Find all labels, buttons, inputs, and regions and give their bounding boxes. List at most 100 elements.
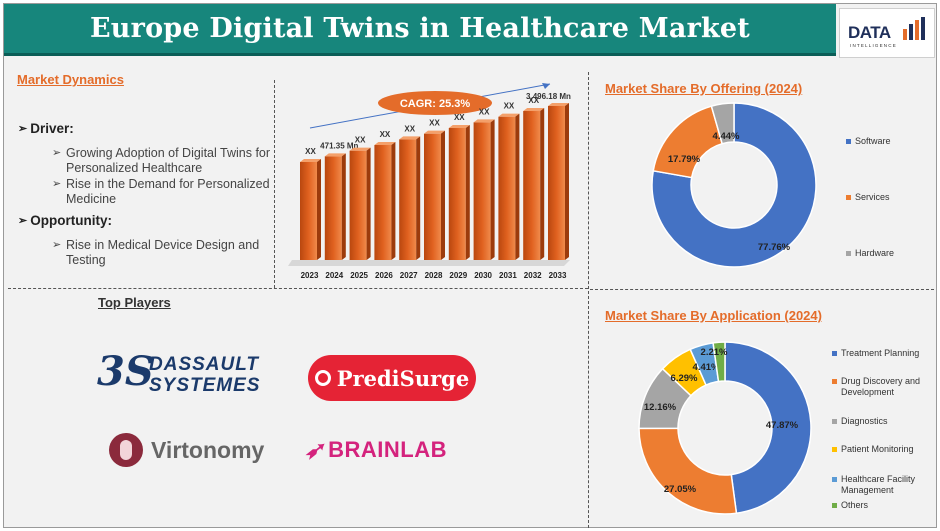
divider-horizontal-right bbox=[590, 289, 934, 290]
legend-swatch bbox=[832, 477, 837, 482]
opportunities-list: ➢ Rise in Medical Device Design and Testi… bbox=[18, 238, 278, 268]
chart-floor bbox=[288, 260, 570, 266]
bar-2031 bbox=[498, 116, 516, 260]
bar-2033 bbox=[548, 106, 565, 260]
cagr-label: CAGR: 25.3% bbox=[400, 98, 471, 110]
bar-side-2032 bbox=[540, 108, 545, 260]
arrow-bullet-icon: ➢ bbox=[18, 215, 28, 227]
arrow-bullet-icon: ➢ bbox=[52, 239, 62, 251]
bar-data-label-2023: XX bbox=[305, 147, 316, 156]
legend-swatch bbox=[832, 379, 837, 384]
x-tick-2024: 2024 bbox=[325, 271, 343, 280]
legend-swatch bbox=[832, 447, 837, 452]
brainlab-wordmark: BRAINLAB bbox=[328, 437, 447, 462]
bar-side-2023 bbox=[317, 159, 321, 260]
bar-data-label-2031: XX bbox=[504, 102, 515, 111]
driver-label: Driver: bbox=[30, 121, 74, 136]
application-chart-title: Market Share By Application (2024) bbox=[605, 308, 822, 323]
legend-label: Patient Monitoring bbox=[841, 444, 914, 454]
logo-tagline: INTELLIGENCE bbox=[850, 43, 897, 48]
legend-label: Hardware bbox=[855, 248, 895, 258]
dassault-word1: DASSAULT bbox=[149, 354, 260, 375]
legend-item-patient-monitoring: Patient Monitoring bbox=[832, 444, 940, 455]
bar-side-2024 bbox=[341, 153, 346, 260]
bar-side-2026 bbox=[391, 142, 396, 260]
predisurge-wordmark: PrediSurge bbox=[336, 365, 470, 391]
bar-2023 bbox=[300, 162, 317, 260]
bar-data-label-2025: XX bbox=[355, 136, 366, 145]
offering-legend: Software Services Hardware bbox=[846, 130, 936, 270]
legend-label: Software bbox=[855, 136, 891, 146]
dynamics-bullet-item: ➢ Growing Adoption of Digital Twins for P… bbox=[18, 146, 278, 176]
dassault-systemes-logo: 3S DASSAULT SYSTEMES bbox=[97, 348, 277, 400]
legend-item-drug-discovery-and-development: Drug Discovery and Development bbox=[832, 376, 940, 398]
slice-label-treatment-planning: 47.87% bbox=[766, 420, 799, 431]
slice-hardware bbox=[710, 102, 735, 145]
slice-treatment-planning bbox=[724, 341, 812, 515]
bar-data-label-2030: XX bbox=[479, 107, 490, 116]
bar-data-label-2033: 3,496.18 Mn bbox=[526, 92, 571, 101]
predisurge-mark-icon bbox=[314, 370, 331, 386]
bar-side-2025 bbox=[366, 147, 371, 260]
legend-item-hardware: Hardware bbox=[846, 248, 940, 259]
trend-arrow-head-icon bbox=[542, 83, 550, 89]
arrow-bullet-icon: ➢ bbox=[52, 178, 62, 190]
arrow-bullet-icon: ➢ bbox=[18, 123, 28, 135]
offering-donut-chart: 77.76% 17.79% 4.44% bbox=[651, 102, 817, 268]
bar-top-2030 bbox=[473, 119, 495, 123]
bar-top-2028 bbox=[424, 130, 445, 134]
legend-item-others: Others bbox=[832, 500, 940, 511]
logo-wordmark: DATA bbox=[848, 23, 891, 42]
bar-data-label-2027: XX bbox=[404, 124, 415, 133]
slice-label-services: 17.79% bbox=[668, 154, 701, 165]
bar-2027 bbox=[399, 139, 417, 260]
arrow-bullet-icon: ➢ bbox=[52, 147, 62, 159]
bar-side-2028 bbox=[441, 130, 445, 260]
dynamics-bullet-text: Rise in Medical Device Design and Testin… bbox=[66, 238, 260, 267]
title-banner: Europe Digital Twins in Healthcare Marke… bbox=[4, 4, 836, 56]
application-donut-chart: 47.87% 27.05% 12.16% 6.29%4.41% 2.21% bbox=[638, 341, 812, 515]
slice-others bbox=[712, 341, 726, 383]
slice-label-drug-discovery-and-development: 27.05% bbox=[664, 484, 697, 495]
bar-top-2023 bbox=[300, 159, 321, 162]
slice-label-software: 77.76% bbox=[758, 242, 791, 253]
bar-top-2025 bbox=[349, 147, 371, 151]
brainlab-runner-icon: ➶ bbox=[304, 436, 325, 464]
x-tick-2032: 2032 bbox=[524, 271, 542, 280]
bar-2024 bbox=[324, 156, 342, 260]
slice-software bbox=[651, 102, 817, 268]
bar-2026 bbox=[374, 145, 392, 260]
drivers-list: ➢ Growing Adoption of Digital Twins for P… bbox=[18, 146, 278, 207]
x-tick-2027: 2027 bbox=[400, 271, 418, 280]
divider-vertical-left bbox=[274, 80, 275, 288]
x-tick-2031: 2031 bbox=[499, 271, 517, 280]
legend-swatch bbox=[832, 351, 837, 356]
opportunity-label: Opportunity: bbox=[30, 213, 112, 228]
predisurge-logo: PrediSurge bbox=[308, 355, 476, 401]
logo-bars-icon bbox=[903, 17, 925, 40]
bar-top-2033 bbox=[548, 103, 569, 106]
virtonomy-wordmark: Virtonomy bbox=[151, 436, 265, 463]
application-legend: Treatment Planning Drug Discovery and Dev… bbox=[832, 344, 936, 510]
bar-data-label-2024: 471.35 Mn bbox=[320, 141, 358, 150]
bar-side-2027 bbox=[416, 136, 421, 260]
legend-label: Healthcare Facility Management bbox=[841, 474, 916, 495]
legend-swatch bbox=[832, 503, 837, 508]
x-tick-2023: 2023 bbox=[301, 271, 319, 280]
legend-item-treatment-planning: Treatment Planning bbox=[832, 348, 940, 359]
page-title: Europe Digital Twins in Healthcare Marke… bbox=[90, 13, 750, 44]
legend-item-healthcare-facility-management: Healthcare Facility Management bbox=[832, 474, 940, 496]
virtonomy-logo: Virtonomy bbox=[109, 432, 279, 468]
top-players-heading: Top Players bbox=[98, 295, 171, 310]
bar-top-2026 bbox=[374, 142, 396, 146]
virtonomy-mark-icon bbox=[109, 433, 143, 467]
x-tick-2026: 2026 bbox=[375, 271, 393, 280]
x-tick-2028: 2028 bbox=[425, 271, 443, 280]
datam-logo: DATA INTELLIGENCE bbox=[839, 8, 935, 58]
legend-label: Others bbox=[841, 500, 869, 510]
divider-horizontal-left bbox=[8, 288, 588, 289]
bar-data-label-2032: XX bbox=[528, 96, 539, 105]
dassault-word2: SYSTEMES bbox=[149, 375, 261, 396]
bar-top-2027 bbox=[399, 136, 421, 140]
bar-2025 bbox=[349, 150, 367, 260]
